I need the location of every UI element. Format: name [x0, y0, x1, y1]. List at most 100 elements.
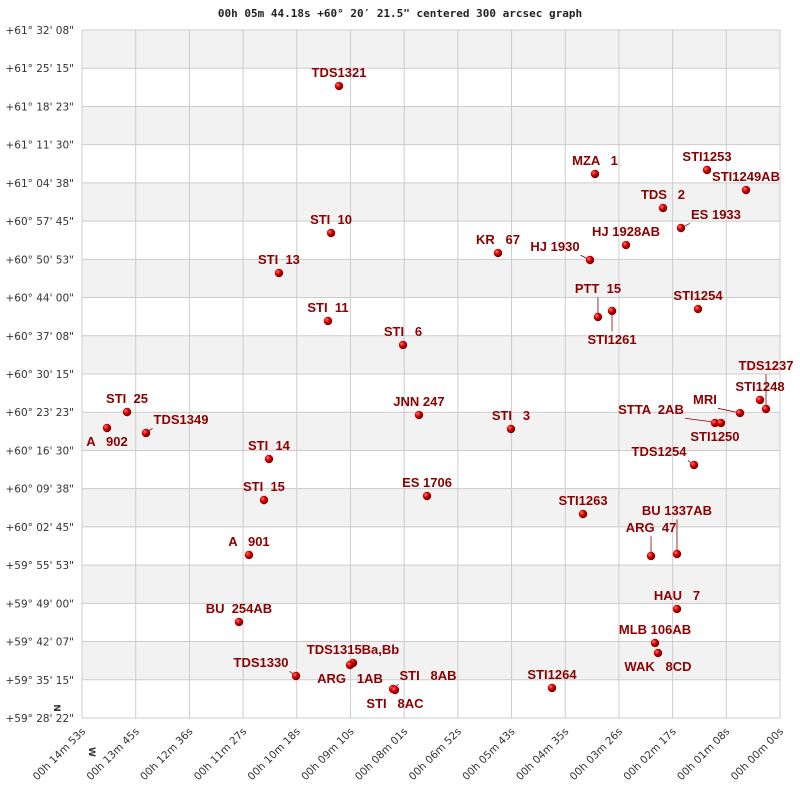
y-tick-label: +60° 30' 15" [5, 369, 74, 381]
y-tick-label: +59° 42' 07" [5, 637, 74, 649]
star-label: A 902 [86, 434, 127, 449]
star-marker [274, 268, 284, 278]
star-label: STI 15 [243, 479, 285, 494]
x-tick-label: 00h 06m 52s [407, 726, 464, 783]
star: STI 10 [310, 212, 352, 238]
star: WAK 8CD [624, 648, 692, 674]
star-label: STI1248 [735, 379, 784, 394]
y-tick-label: +60° 44' 00" [5, 293, 74, 305]
star-label: ARG 1AB [317, 671, 383, 686]
west-marker: W [86, 747, 96, 757]
star: BU 1337AB [642, 503, 712, 559]
star-label: HJ 1930 [530, 239, 579, 254]
star-marker [291, 671, 301, 681]
grid-band [82, 106, 780, 145]
star-label: BU 254AB [206, 601, 272, 616]
star-marker [658, 203, 668, 213]
star: STI1253 [682, 149, 732, 175]
star-marker [672, 549, 682, 559]
star-label: STI 14 [248, 438, 291, 453]
star-marker [735, 408, 745, 418]
star: STI1263 [558, 493, 608, 519]
star-label: STI 6 [384, 324, 422, 339]
star: HAU 7 [654, 588, 700, 614]
star-marker [716, 418, 726, 428]
y-tick-label: +60° 57' 45" [5, 216, 74, 228]
star-marker [334, 81, 344, 91]
x-tick-label: 00h 10m 18s [246, 726, 303, 783]
y-tick-label: +59° 49' 00" [5, 598, 74, 610]
star-label: STI 13 [258, 252, 300, 267]
star-marker [755, 395, 765, 405]
y-tick-label: +61° 04' 38" [5, 178, 74, 190]
star: STI 11 [307, 300, 349, 326]
star-marker [621, 240, 631, 250]
star: STTA 2AB [618, 402, 726, 428]
grid-lines [81, 29, 781, 719]
star: STI 6 [384, 324, 422, 350]
star: STI 15 [243, 479, 285, 505]
star-label: STI 11 [307, 300, 348, 315]
star-marker [646, 551, 656, 561]
star: KR 67 [476, 232, 520, 258]
x-tick-label: 00h 11m 27s [192, 726, 249, 783]
star-label: TDS1321 [312, 65, 367, 80]
star-label: STI 3 [492, 408, 530, 423]
star-label: TDS1349 [154, 412, 209, 427]
y-tick-label: +61° 18' 23" [5, 101, 74, 113]
grid-band [82, 335, 780, 374]
star-label: MLB 106AB [619, 622, 691, 637]
star: STI 8AC [366, 685, 424, 711]
star: TDS 2 [641, 187, 685, 213]
star: ES 1933 [676, 207, 741, 233]
star: TDS1321 [312, 65, 367, 91]
star-marker [414, 410, 424, 420]
star-marker [141, 428, 151, 438]
star-label: TDS1330 [234, 655, 289, 670]
y-tick-label: +60° 02' 45" [5, 522, 74, 534]
star-marker [593, 312, 603, 322]
star: BU 254AB [206, 601, 272, 627]
y-tick-label: +60° 09' 38" [5, 484, 74, 496]
star-label: STI1263 [558, 493, 607, 508]
star-marker [390, 685, 400, 695]
star-marker [422, 491, 432, 501]
star-marker [702, 165, 712, 175]
star-label: STTA 2AB [618, 402, 684, 417]
y-tick-label: +61° 11' 30" [5, 140, 74, 152]
star: STI1254 [673, 288, 723, 314]
grid-band [82, 182, 780, 222]
star-label: BU 1337AB [642, 503, 712, 518]
star-marker [585, 255, 595, 265]
y-tick-label: +61° 25' 15" [5, 63, 74, 75]
star-marker [398, 340, 408, 350]
star: MRI [693, 392, 745, 418]
x-tick-label: 00h 03m 26s [568, 726, 625, 783]
star-marker [741, 185, 751, 195]
y-tick-label: +59° 28' 22" [5, 713, 74, 725]
star: ARG 1AB [317, 660, 383, 686]
star: HJ 1928AB [592, 224, 660, 250]
star-label: STI1261 [587, 332, 636, 347]
star: JNN 247 [393, 394, 445, 420]
star-marker [672, 604, 682, 614]
star-label: STI 8AB [399, 668, 456, 683]
x-tick-label: 00h 05m 43s [460, 726, 517, 783]
star-label: HAU 7 [654, 588, 700, 603]
star: TDS1254 [632, 444, 699, 470]
star-label: STI1254 [673, 288, 723, 303]
star-label: STI1250 [690, 429, 739, 444]
y-tick-label: +60° 16' 30" [5, 445, 74, 457]
star-marker [693, 304, 703, 314]
star-marker [102, 423, 112, 433]
star-label: TDS1315Ba,Bb [307, 642, 400, 657]
star-label: MRI [693, 392, 717, 407]
chart-title: 00h 05m 44.18s +60° 20′ 21.5" centered 3… [218, 7, 582, 20]
star-marker [590, 169, 600, 179]
star-marker [493, 248, 503, 258]
star: STI1264 [527, 667, 577, 693]
star-marker [607, 306, 617, 316]
star-marker [761, 404, 771, 414]
